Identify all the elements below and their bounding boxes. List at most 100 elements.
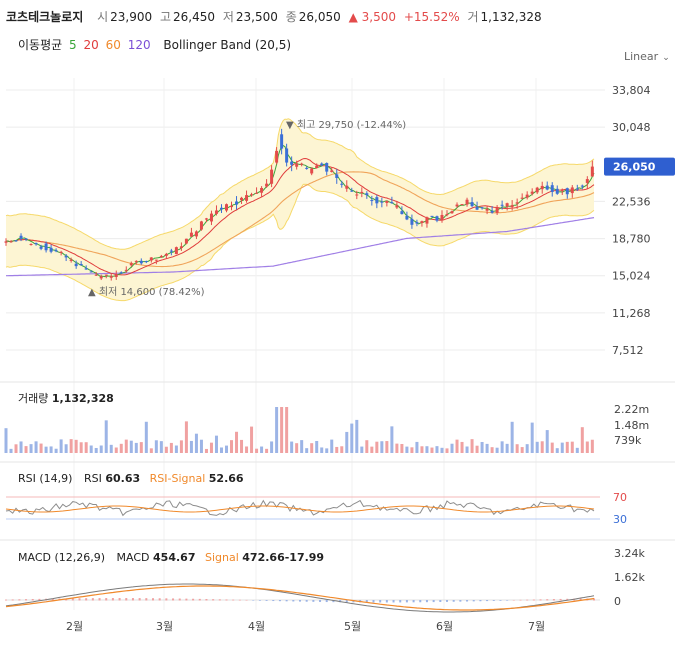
macd-histogram-bar [392,600,395,603]
macd-histogram-bar [278,600,281,602]
macd-histogram-bar [218,599,221,601]
volume-bar [214,435,218,453]
volume-bar [275,407,279,453]
macd-histogram-bar [238,599,241,601]
candle-body [460,204,464,206]
volume-bar [265,448,269,453]
scale-toggle[interactable]: Linear ⌄ [624,50,670,63]
candle-body [124,269,128,271]
volume-bar [129,440,133,453]
volume-bar [475,445,479,453]
macd-histogram-bar [11,599,14,601]
volume-bar [445,448,449,453]
volume-bar [189,440,193,453]
volume-bar [330,439,334,453]
moving-average-legend[interactable]: 이동평균 5 20 60 120 Bollinger Band (20,5) [18,36,294,53]
volume-bar [19,441,23,453]
volume-bar [430,447,434,453]
volume-bar [104,420,108,453]
volume-bar [535,441,539,453]
macd-histogram-bar [192,598,195,601]
macd-histogram-bar [85,598,88,601]
high-label: 고 [159,10,172,24]
ma-label: 이동평균 [18,38,63,52]
candle-body [174,247,178,255]
volume-bar [480,442,484,453]
low-label: 저 [222,10,234,24]
macd-histogram-bar [345,600,348,603]
macd-histogram-bar [499,600,502,601]
rsi-value: 60.63 [105,472,141,485]
candle-body [295,163,299,167]
volume-bar [550,442,554,453]
stock-name: 코츠테크놀로지 [6,10,84,24]
volume-bar [560,442,564,453]
candle-body [495,207,499,213]
volume-bar [89,445,93,453]
macd-histogram-bar [252,600,255,601]
rsi-line [5,499,595,517]
candles [4,128,594,281]
ma60-label: 60 [105,38,121,52]
candle-body [9,241,13,243]
volume-bar [109,444,113,453]
bollinger-lower-line [5,183,595,302]
volume-bar [340,446,344,453]
volume-bar [390,426,394,453]
rsi-signal-value: 52.66 [208,472,244,485]
candle-body [44,243,48,251]
volume-bar [94,447,98,453]
macd-histogram-bar [98,598,101,601]
macd-histogram-bar [479,600,482,602]
candle-body [189,232,193,237]
macd-histogram-bar [439,600,442,602]
candle-body [470,202,474,207]
macd-histogram-bar [299,600,301,602]
volume-bar [144,421,148,453]
volume-bar [174,445,178,453]
macd-histogram-bar [412,600,415,603]
price-tick-label: 33,804 [612,84,651,97]
volume-bar [565,441,569,453]
macd-histogram-bar [512,599,515,601]
macd-histogram-bar [258,600,261,601]
macd-panel-title: MACD (12,26,9) MACD 454.67 Signal 472.66… [18,551,324,564]
candle-body [525,194,529,198]
candle-body [320,163,324,166]
volume-bar [315,440,319,453]
macd-tick-label: 0 [614,595,621,608]
candle-body [54,250,58,252]
candle-body [350,190,354,192]
volume-bar [570,441,574,453]
macd-histogram-bar [452,600,455,602]
volume-bar [84,442,88,453]
macd-histogram-bar [205,599,208,601]
volume-bar [240,439,244,453]
candle-body [89,271,93,273]
candle-body [515,202,519,204]
volume-bar [209,442,213,453]
low-annotation: ▲ 최저 14,600 (78.42%) [88,286,205,298]
macd-histogram-bar [305,600,308,602]
high-annotation: ▼ 최고 29,750 (-12.44%) [286,119,406,131]
volume-panel-label: 거래량 [18,392,49,405]
volume-bar [194,433,198,453]
volume-bar [134,442,138,453]
candle-body [219,207,223,210]
chevron-down-icon: ⌄ [662,53,670,63]
price-tick-label: 22,536 [612,195,651,208]
close-label: 종 [285,10,297,24]
price-tick-label: 15,024 [612,270,651,283]
candle-body [365,193,369,196]
volume-bar [260,446,264,453]
volume-bar [460,441,464,453]
ma20-label: 20 [83,38,99,52]
candle-body [179,246,183,249]
volume-bar [440,447,444,453]
ma5-label: 5 [69,38,77,52]
candle-body [550,185,554,192]
macd-value: 454.67 [153,551,196,564]
candle-body [355,194,359,196]
macd-signal-value: 472.66-17.99 [242,551,325,564]
